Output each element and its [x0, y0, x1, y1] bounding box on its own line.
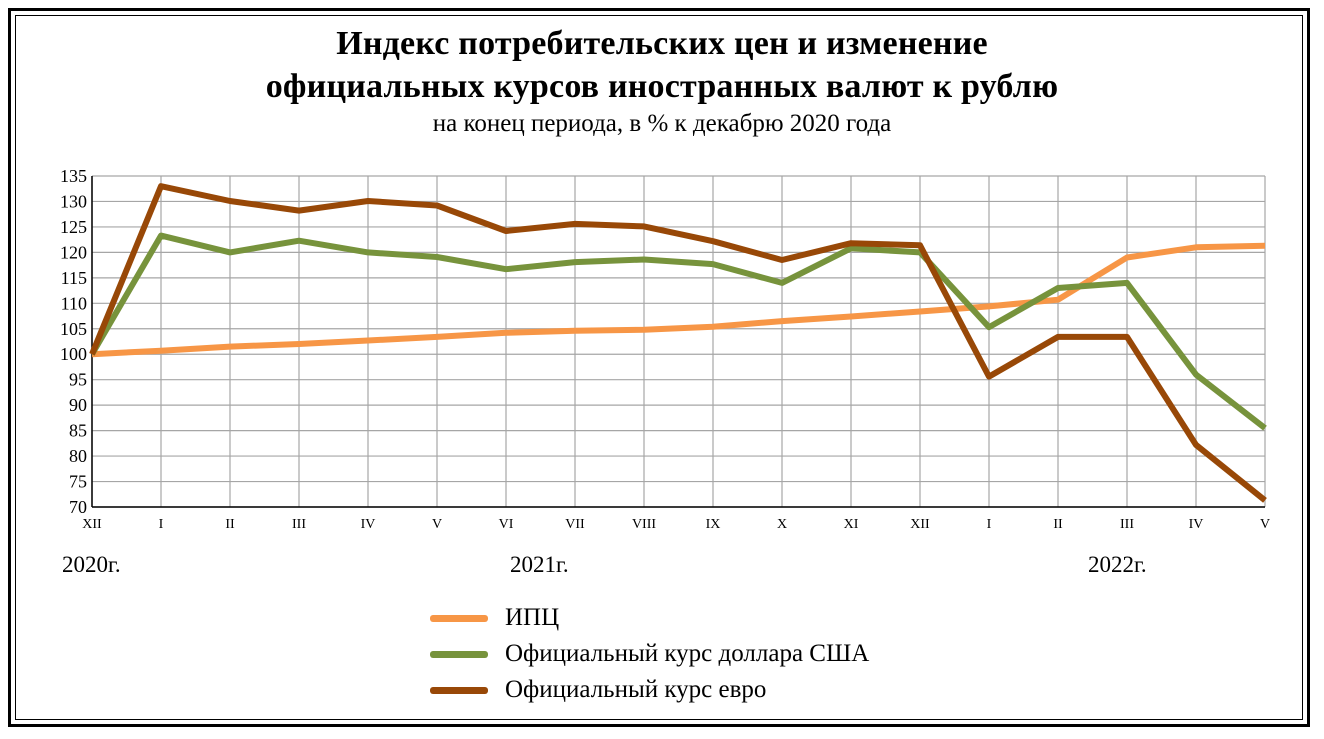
outer-frame	[8, 8, 1310, 727]
series-line-cpi	[91, 242, 1266, 358]
y-tick-label: 75	[69, 472, 87, 492]
x-tick-label: VIII	[632, 517, 656, 532]
y-tick-label: 90	[69, 395, 87, 415]
y-tick-label: 135	[60, 166, 87, 186]
y-tick-label: 110	[61, 293, 87, 313]
x-tick-label: IX	[706, 517, 721, 532]
x-tick-label: I	[159, 517, 164, 532]
x-tick-label: XII	[910, 517, 930, 532]
x-tick-label: XI	[844, 517, 859, 532]
y-tick-label: 95	[69, 370, 87, 390]
chart-subtitle: на конец периода, в % к декабрю 2020 год…	[432, 110, 892, 137]
x-tick-label: VI	[499, 517, 514, 532]
x-tick-label: V	[1260, 517, 1270, 532]
x-tick-label: XII	[82, 517, 102, 532]
y-tick-label: 105	[60, 319, 87, 339]
y-tick-label: 130	[60, 191, 87, 211]
y-tick-label: 125	[60, 217, 87, 237]
x-tick-label: I	[987, 517, 992, 532]
x-tick-label: IV	[361, 517, 376, 532]
y-tick-label: 115	[61, 268, 87, 288]
x-tick-label: X	[777, 517, 787, 532]
chart-title-line1: Индекс потребительских цен и изменение	[336, 25, 988, 62]
series-line-usd	[89, 232, 1267, 431]
y-tick-label: 80	[69, 446, 87, 466]
chart-title-line2: официальных курсов иностранных валют к р…	[265, 68, 1059, 105]
y-tick-label: 85	[69, 421, 87, 441]
x-tick-label: VII	[565, 517, 585, 532]
x-tick-label: III	[1120, 517, 1134, 532]
legend-label-eur: Официальный курс евро	[505, 676, 767, 703]
legend-label-cpi: ИПЦ	[505, 604, 560, 631]
x-tick-label: II	[225, 517, 235, 532]
inner-frame	[15, 15, 1303, 720]
year-label-2022: 2022г.	[1088, 552, 1147, 577]
legend-swatch-cpi	[430, 615, 488, 622]
legend-swatch-usd	[430, 651, 488, 658]
series-line-eur	[89, 183, 1267, 503]
year-label-2020: 2020г.	[62, 552, 121, 577]
legend-swatch-eur	[430, 687, 488, 694]
legend-label-usd: Официальный курс доллара США	[505, 640, 870, 667]
y-tick-label: 100	[60, 344, 87, 364]
y-tick-label: 70	[69, 497, 87, 517]
x-tick-label: III	[292, 517, 306, 532]
x-tick-label: V	[432, 517, 442, 532]
x-tick-label: II	[1053, 517, 1063, 532]
year-label-2021: 2021г.	[510, 552, 569, 577]
y-tick-label: 120	[60, 242, 87, 262]
x-tick-label: IV	[1189, 517, 1204, 532]
plot-area	[92, 176, 1265, 507]
